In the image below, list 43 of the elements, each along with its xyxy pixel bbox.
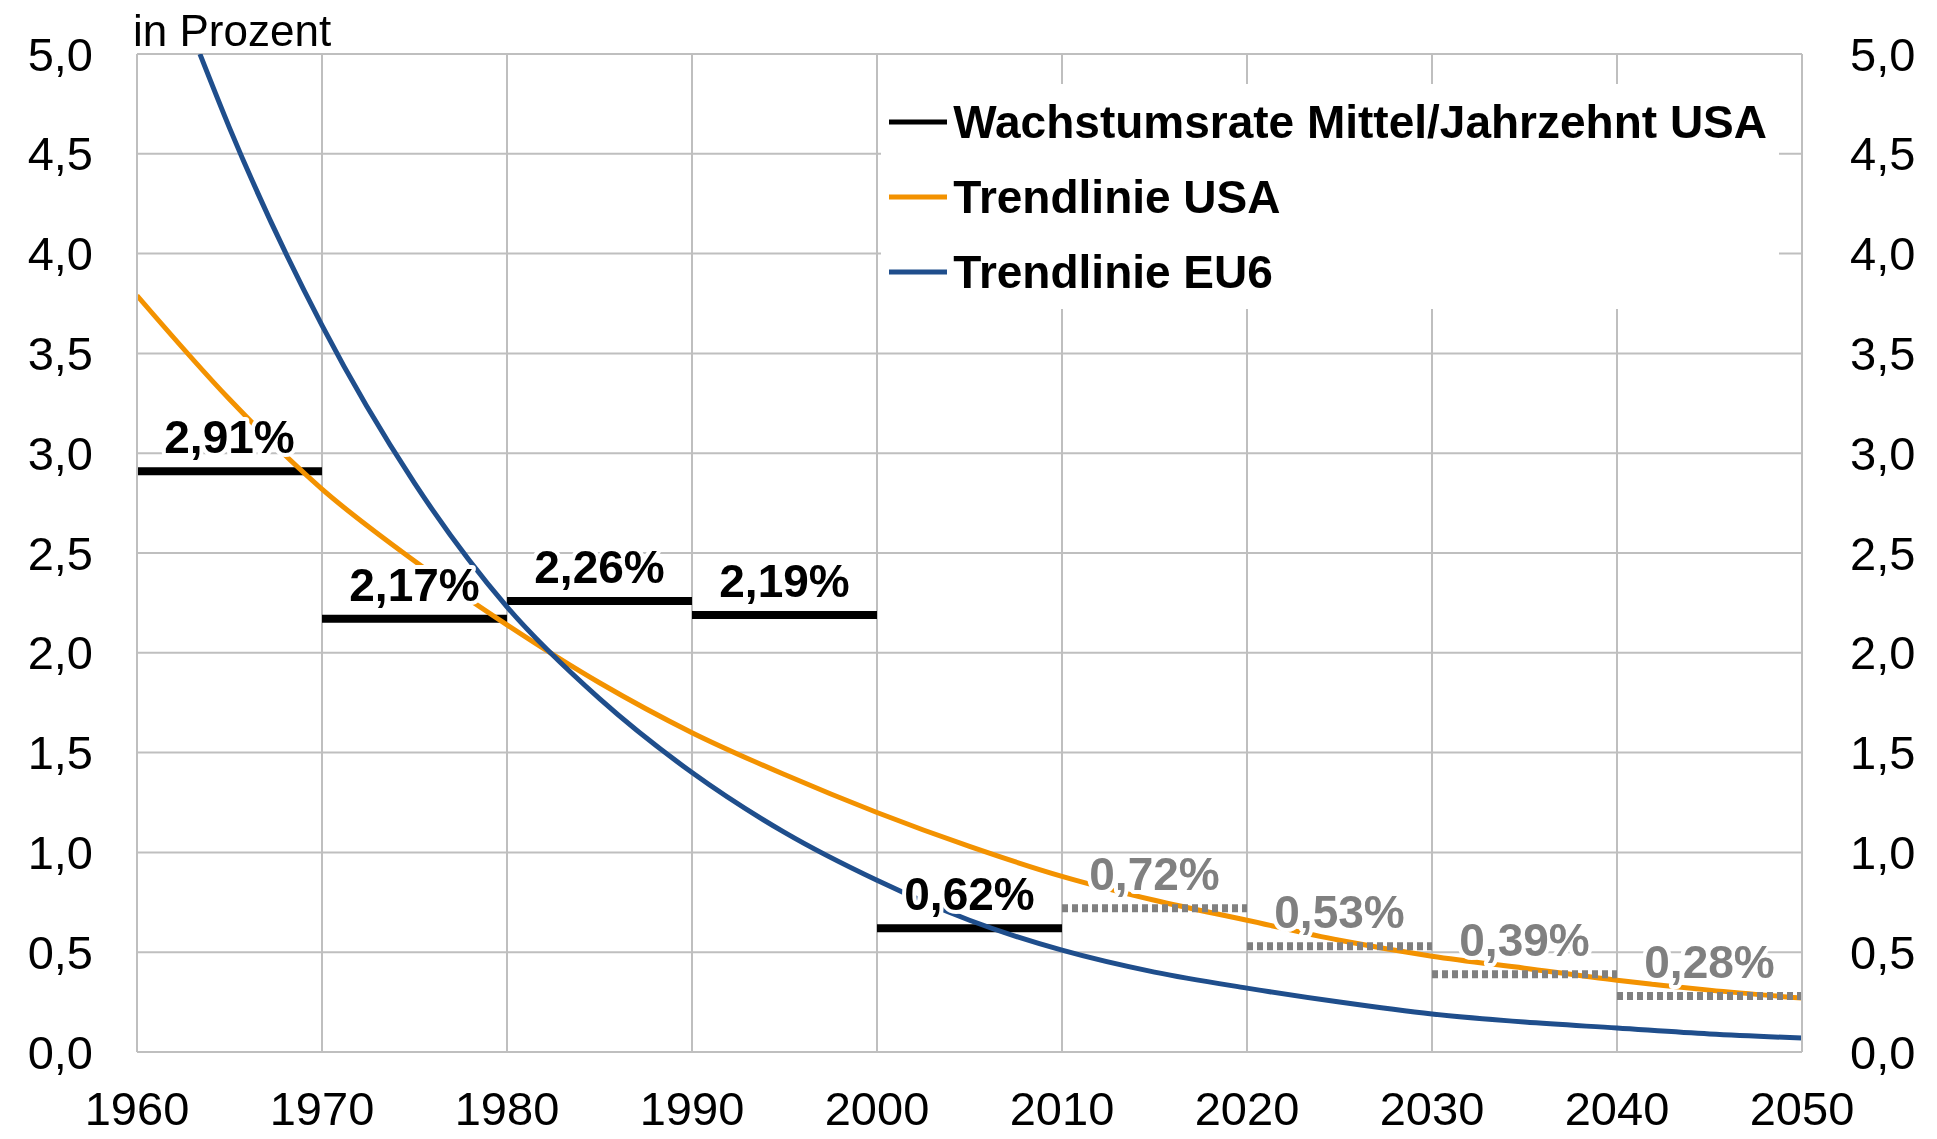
y-tick-label: 5,0 [27, 27, 93, 81]
y-tick-label: 2,0 [27, 626, 93, 680]
y-tick-label: 1,5 [27, 726, 93, 780]
y2-tick-label: 5,0 [1850, 27, 1916, 81]
y2-tick-label: 0,0 [1850, 1025, 1916, 1079]
y2-tick-label: 4,0 [1850, 227, 1916, 281]
x-tick-label: 1990 [639, 1082, 745, 1136]
data-label: 0,39% [1459, 914, 1590, 967]
y-axis-title: in Prozent [133, 6, 332, 55]
data-label: 2,19% [719, 554, 850, 607]
data-label: 0,28% [1644, 936, 1775, 989]
y-tick-label: 0,5 [27, 925, 93, 979]
legend-label: Trendlinie EU6 [953, 244, 1273, 299]
y2-tick-label: 2,5 [1850, 526, 1916, 580]
x-tick-label: 1980 [454, 1082, 560, 1136]
data-label: 0,72% [1089, 848, 1220, 901]
y2-tick-label: 1,0 [1850, 826, 1916, 880]
y2-tick-label: 0,5 [1850, 925, 1916, 979]
y-tick-label: 0,0 [27, 1025, 93, 1079]
y2-tick-label: 3,5 [1850, 327, 1916, 381]
x-tick-label: 2020 [1194, 1082, 1300, 1136]
y-tick-label: 4,5 [27, 127, 93, 181]
data-label: 0,62% [904, 868, 1035, 921]
x-tick-label: 1960 [84, 1082, 190, 1136]
y2-tick-label: 4,5 [1850, 127, 1916, 181]
data-label: 2,26% [534, 540, 665, 593]
y-tick-label: 3,5 [27, 327, 93, 381]
y2-tick-label: 2,0 [1850, 626, 1916, 680]
data-label: 0,53% [1274, 886, 1405, 939]
legend-label: Trendlinie USA [953, 169, 1281, 224]
y2-tick-label: 1,5 [1850, 726, 1916, 780]
x-tick-label: 2010 [1009, 1082, 1115, 1136]
x-tick-label: 1970 [269, 1082, 375, 1136]
y-tick-label: 3,0 [27, 426, 93, 480]
y-tick-label: 2,5 [27, 526, 93, 580]
y-tick-label: 4,0 [27, 227, 93, 281]
x-tick-label: 2030 [1379, 1082, 1485, 1136]
x-tick-label: 2000 [824, 1082, 930, 1136]
x-tick-label: 2040 [1564, 1082, 1670, 1136]
legend-label: Wachstumsrate Mittel/Jahrzehnt USA [953, 94, 1767, 149]
y2-tick-label: 3,0 [1850, 426, 1916, 480]
x-tick-label: 2050 [1749, 1082, 1855, 1136]
y-tick-label: 1,0 [27, 826, 93, 880]
